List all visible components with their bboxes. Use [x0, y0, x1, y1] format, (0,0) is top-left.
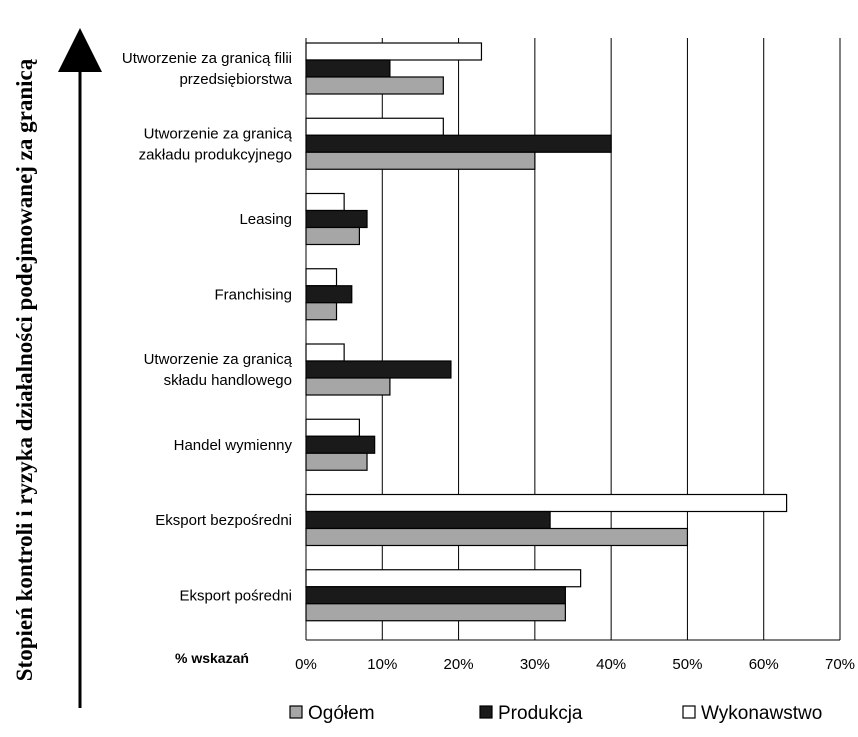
- category-label: Utworzenie za granicą: [144, 351, 293, 368]
- legend-label: Wykonawstwo: [701, 703, 822, 724]
- legend-item-ogolem: Ogółem: [289, 703, 375, 724]
- bar-produkcja: [305, 510, 551, 530]
- x-tick-label: 70%: [825, 656, 855, 673]
- bar-produkcja: [305, 134, 612, 153]
- legend-swatch: [479, 705, 493, 719]
- arrow-head: [58, 28, 102, 72]
- legend-label: Ogółem: [308, 703, 375, 724]
- legend-item-produkcja: Produkcja: [479, 703, 583, 724]
- category-label: przedsiębiorstwa: [179, 71, 292, 88]
- legend-label: Produkcja: [498, 703, 583, 724]
- bar-produkcja: [305, 59, 391, 78]
- bar-wykonawstwo: [305, 268, 338, 287]
- x-tick-label: 50%: [672, 656, 702, 673]
- bar-wykonawstwo: [305, 117, 444, 136]
- legend-item-wykonawstwo: Wykonawstwo: [682, 703, 822, 724]
- side-axis-label: Stopień kontroli i ryzyka działalności p…: [12, 58, 37, 681]
- x-unit-label: % wskazań: [175, 650, 249, 666]
- bar-wykonawstwo: [305, 418, 361, 437]
- x-tick-label: 20%: [444, 656, 474, 673]
- legend-swatch: [682, 705, 696, 719]
- bar-ogolem: [305, 302, 338, 321]
- bar-produkcja: [305, 360, 452, 379]
- x-tick-label: 60%: [749, 656, 779, 673]
- x-tick-labels: 0% 10% 20% 30% 40% 50% 60% 70%: [295, 656, 855, 673]
- category-labels: Utworzenie za granicą filii przedsiębiors…: [122, 50, 293, 604]
- bar-wykonawstwo: [305, 42, 483, 61]
- bar-ogolem: [305, 151, 536, 170]
- bar-wykonawstwo: [305, 493, 788, 513]
- bars: [305, 42, 788, 622]
- category-label: zakładu produkcyjnego: [139, 146, 292, 163]
- x-tick-label: 0%: [295, 656, 317, 673]
- bar-ogolem: [305, 226, 361, 246]
- category-label: składu handlowego: [164, 372, 292, 389]
- bar-produkcja: [305, 586, 566, 605]
- category-label: Eksport bezpośredni: [155, 512, 292, 529]
- bar-wykonawstwo: [305, 569, 582, 588]
- category-label: Utworzenie za granicą: [144, 125, 293, 142]
- bar-produkcja: [305, 209, 368, 229]
- bar-ogolem: [305, 603, 566, 622]
- category-label: Handel wymienny: [174, 437, 293, 454]
- legend-swatch: [289, 705, 303, 719]
- x-tick-label: 10%: [367, 656, 397, 673]
- category-label: Utworzenie za granicą filii: [122, 50, 292, 67]
- bar-produkcja: [305, 435, 376, 454]
- x-tick-label: 30%: [520, 656, 550, 673]
- x-tick-label: 40%: [596, 656, 626, 673]
- category-label: Franchising: [214, 286, 292, 303]
- category-label: Leasing: [239, 211, 292, 228]
- bar-produkcja: [305, 285, 353, 304]
- bar-ogolem: [305, 527, 689, 547]
- bar-ogolem: [305, 377, 391, 396]
- legend: Ogółem Produkcja Wykonawstwo: [289, 703, 822, 724]
- control-risk-arrow: [58, 28, 102, 708]
- bar-wykonawstwo: [305, 192, 345, 212]
- bar-ogolem: [305, 452, 368, 471]
- category-label: Eksport pośredni: [179, 587, 292, 604]
- bar-wykonawstwo: [305, 343, 345, 362]
- bar-ogolem: [305, 76, 444, 95]
